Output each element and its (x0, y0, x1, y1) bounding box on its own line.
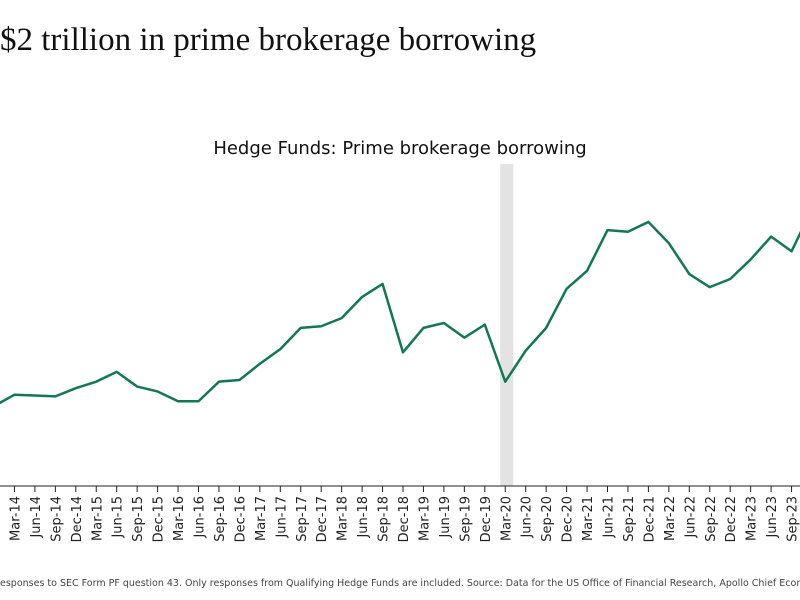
x-tick-label: Mar-14 (8, 496, 23, 541)
x-tick-label: Mar-16 (172, 496, 187, 541)
x-tick-label: Dec-17 (315, 496, 330, 542)
x-tick-label: Dec-15 (152, 496, 167, 542)
x-tick-label: Jun-19 (438, 496, 453, 539)
x-tick-label: Dec-19 (479, 496, 494, 542)
x-tick-label: Sep-17 (295, 496, 310, 542)
x-tick-label: Mar-20 (499, 496, 514, 541)
x-tick-label: Dec-20 (561, 496, 576, 542)
footnote: esponses to SEC Form PF question 43. Onl… (0, 578, 800, 589)
x-tick-label: Dec-14 (70, 496, 85, 542)
x-tick-label: Sep-19 (458, 496, 473, 542)
x-tick-label: Mar-18 (336, 496, 351, 541)
x-tick-label: Jun-16 (193, 496, 208, 539)
x-tick-label: Mar-15 (90, 496, 105, 541)
x-tick-label: Jun-23 (765, 496, 780, 539)
series-line (0, 220, 800, 405)
x-tick-label: Dec-18 (397, 496, 412, 542)
x-tick-label: Sep-23 (786, 496, 800, 542)
x-tick-label: Mar-21 (581, 496, 596, 541)
x-tick-label: Sep-18 (377, 496, 392, 542)
x-tick-label: Sep-20 (540, 496, 555, 542)
headline: $2 trillion in prime brokerage borrowing (0, 22, 537, 58)
x-tick-label: Jun-15 (111, 496, 126, 539)
x-tick-label: Jun-18 (356, 496, 371, 539)
x-tick-label: Dec-21 (642, 496, 657, 542)
x-tick-label: Sep-22 (704, 496, 719, 542)
x-tick-label: Jun-21 (602, 496, 617, 539)
x-tick-label: Mar-17 (254, 496, 269, 541)
x-axis-tick-labels: Mar-14 Jun-14 Sep-14 Dec-14 Mar-15 Jun-15 Sep-… (8, 496, 800, 542)
recession-shading (500, 164, 514, 486)
x-tick-label: Dec-16 (233, 496, 248, 542)
x-tick-label: Mar-23 (745, 496, 760, 541)
x-tick-label: Jun-20 (520, 496, 535, 539)
x-tick-label: Sep-21 (622, 496, 637, 542)
chart-title: Hedge Funds: Prime brokerage borrowing (213, 138, 587, 159)
x-tick-label: Jun-22 (683, 496, 698, 539)
x-tick-label: Jun-14 (29, 496, 44, 539)
x-tick-label: Sep-16 (213, 496, 228, 542)
x-tick-label: Mar-19 (417, 496, 432, 541)
x-tick-label: Mar-22 (663, 496, 678, 541)
x-tick-label: Sep-15 (131, 496, 146, 542)
x-tick-label: Sep-14 (49, 496, 64, 542)
x-tick-label: Jun-17 (274, 496, 289, 539)
x-tick-label: Dec-22 (724, 496, 739, 542)
x-axis-ticks (13, 486, 793, 492)
